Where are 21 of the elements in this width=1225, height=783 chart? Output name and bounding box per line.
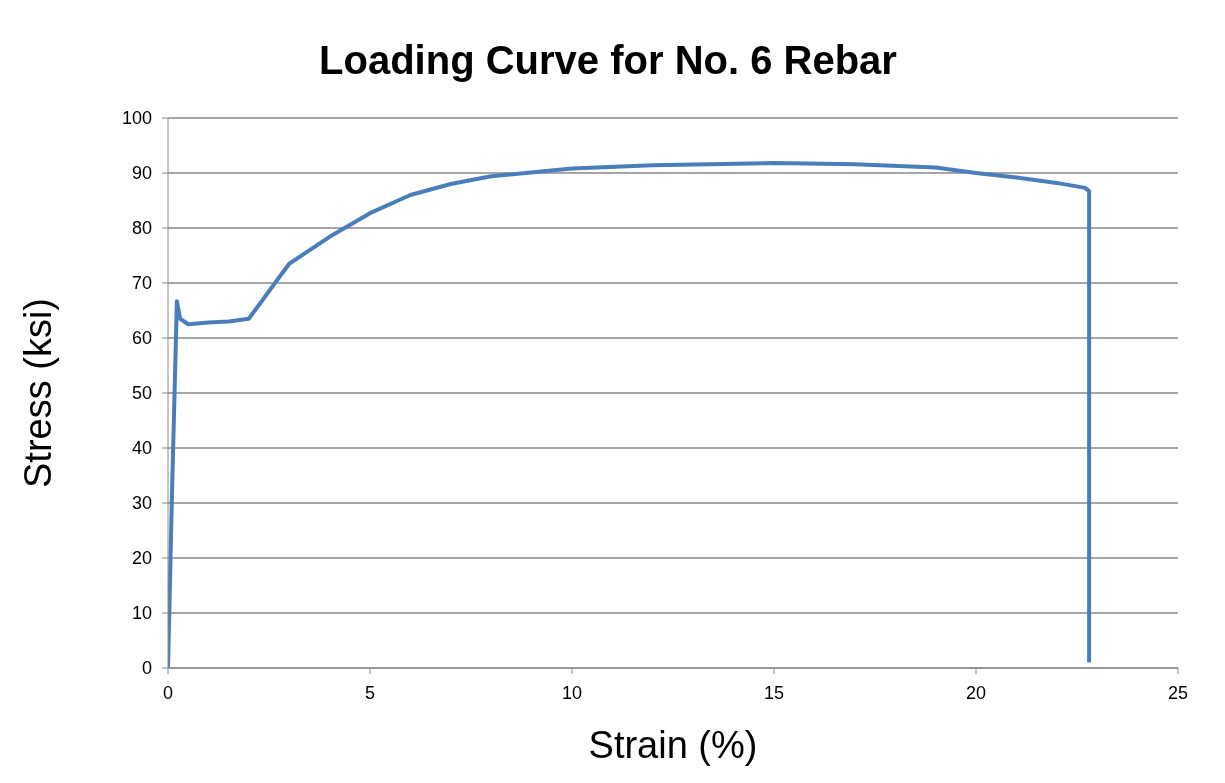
y-tick-label: 0	[141, 658, 152, 679]
x-tick-label: 20	[965, 682, 987, 703]
y-axis-title: Stress (ksi)	[17, 298, 60, 488]
line-series	[168, 161, 1092, 668]
y-tick-label: 10	[131, 603, 152, 624]
y-tick-label: 30	[131, 493, 152, 514]
y-tick-label: 40	[131, 438, 152, 459]
x-tick-label: 0	[162, 682, 174, 703]
y-tick-label: 80	[131, 218, 152, 239]
y-tick-label: 90	[131, 163, 152, 184]
y-tick-label: 20	[131, 548, 152, 569]
x-tick-label: 25	[1167, 682, 1189, 703]
y-tick-label: 70	[131, 273, 152, 294]
y-tick-label: 50	[131, 383, 152, 404]
x-tick-label: 10	[561, 682, 583, 703]
y-tick-label: 60	[131, 328, 152, 349]
y-tick-label: 100	[121, 108, 152, 129]
x-tick-label: 15	[763, 682, 785, 703]
chart-title: Loading Curve for No. 6 Rebar	[318, 37, 898, 84]
x-tick-label: 5	[364, 682, 376, 703]
x-axis-title: Strain (%)	[588, 724, 758, 766]
